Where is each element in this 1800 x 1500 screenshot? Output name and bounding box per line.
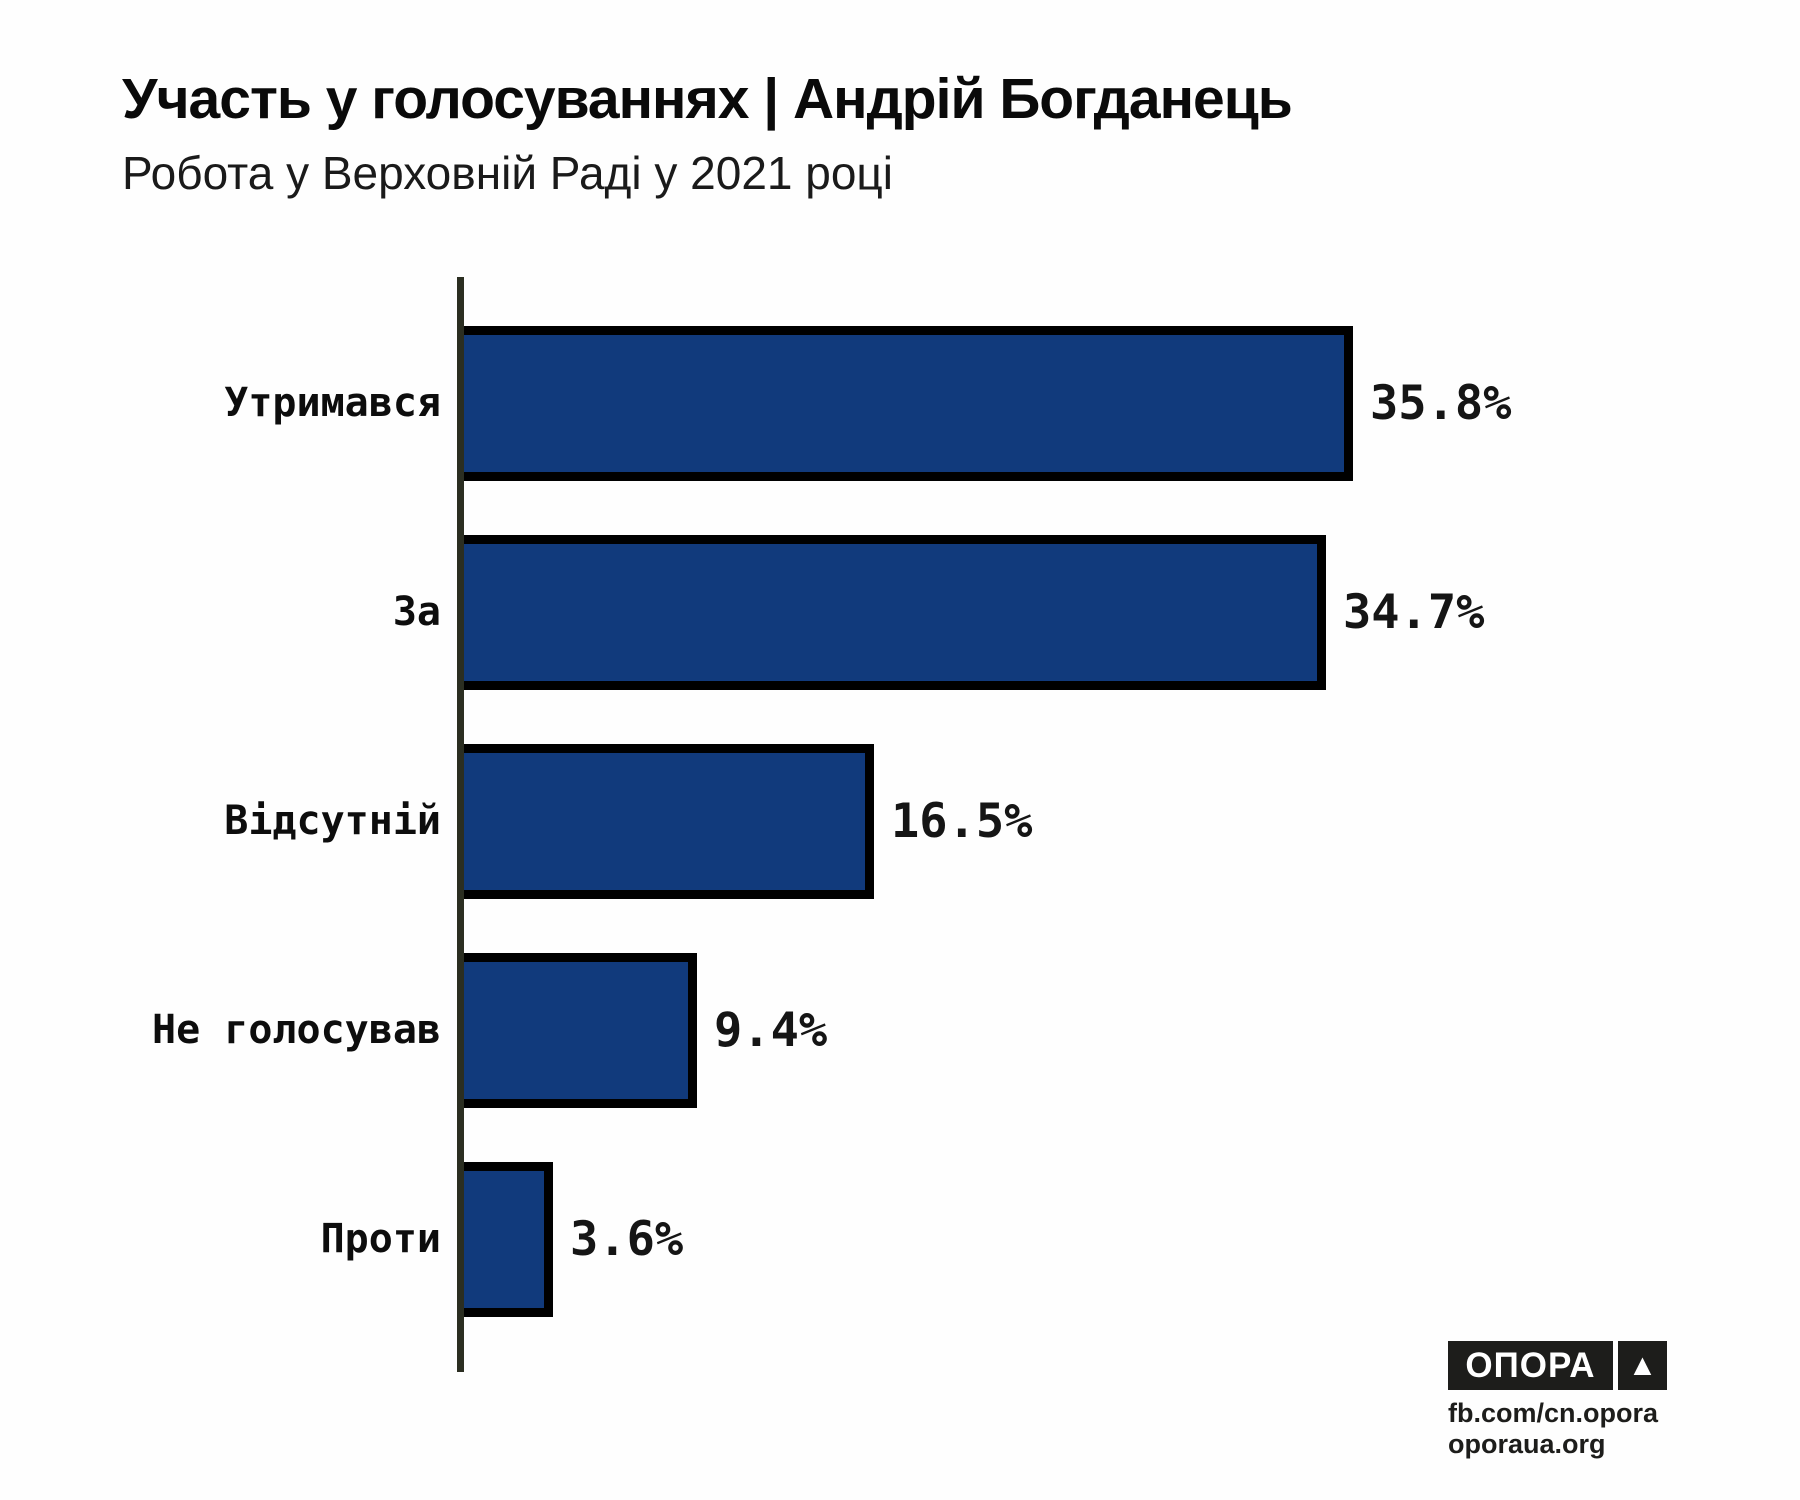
- page-subtitle: Робота у Верховній Раді у 2021 році: [122, 147, 893, 199]
- logo-link-website: oporaua.org: [1448, 1429, 1606, 1459]
- value-label: 3.6%: [570, 1212, 684, 1267]
- y-axis-line: [457, 277, 464, 1372]
- category-label: Не голосував: [152, 1007, 441, 1053]
- value-label: 9.4%: [714, 1003, 828, 1058]
- category-label: За: [392, 589, 441, 635]
- opora-logo-wordmark: ОПОРА: [1448, 1341, 1613, 1390]
- opora-logo-row: ОПОРА ▲: [1448, 1341, 1667, 1390]
- triangle-icon: ▲: [1627, 1348, 1658, 1382]
- value-label: 34.7%: [1343, 585, 1485, 640]
- bar-4: [464, 953, 697, 1108]
- value-label: 16.5%: [891, 794, 1033, 849]
- value-label: 35.8%: [1370, 376, 1512, 431]
- page-title: Участь у голосуваннях | Андрій Богданець: [122, 67, 1293, 131]
- bar-1: [464, 326, 1353, 481]
- opora-logo-triangle-box: ▲: [1618, 1341, 1667, 1390]
- logo-link-facebook: fb.com/cn.opora: [1448, 1398, 1659, 1428]
- bar-2: [464, 535, 1326, 690]
- category-label: Проти: [320, 1216, 441, 1262]
- bar-5: [464, 1162, 553, 1317]
- logo-links: fb.com/cn.opora oporaua.org: [1448, 1398, 1667, 1460]
- opora-logo: ОПОРА ▲ fb.com/cn.opora oporaua.org: [1448, 1341, 1667, 1460]
- bar-3: [464, 744, 874, 899]
- category-label: Відсутній: [224, 798, 441, 844]
- category-label: Утримався: [224, 380, 441, 426]
